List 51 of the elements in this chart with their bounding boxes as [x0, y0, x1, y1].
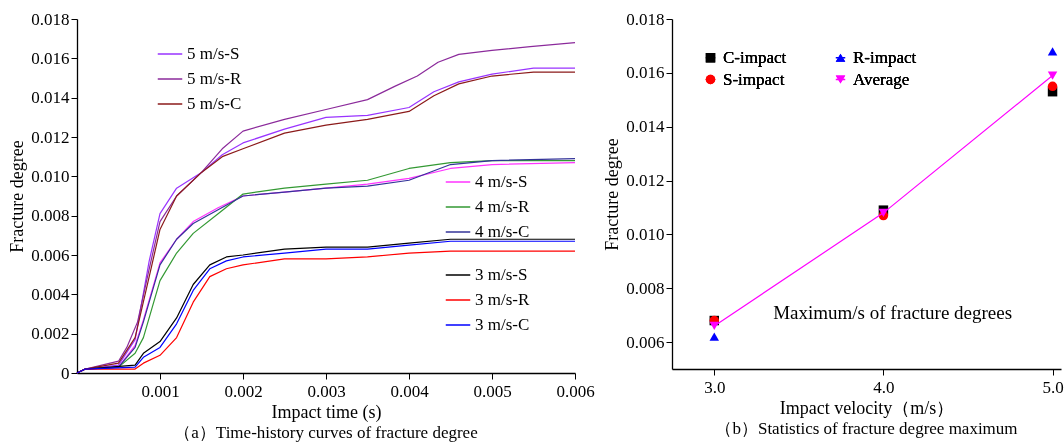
x-axis-title: Impact velocity（m/s）	[779, 397, 955, 418]
y-tick-label: 0.012	[31, 127, 70, 147]
legend-label: 5 m/s-R	[187, 69, 242, 88]
y-tick-label: 0.018	[31, 9, 70, 29]
y-tick-label: 0.012	[626, 171, 665, 191]
x-axis-title: Impact time (s)	[271, 401, 382, 423]
point	[709, 321, 720, 331]
y-tick-label: 0.014	[626, 117, 665, 137]
y-tick-label: 0.006	[626, 332, 665, 352]
y-tick-label: 0.008	[31, 206, 70, 226]
x-tick-label: 0.002	[224, 381, 263, 401]
x-tick-label: 4.0	[873, 377, 895, 397]
y-tick-label: 0.008	[626, 278, 665, 298]
x-tick-label: 0.003	[307, 381, 346, 401]
y-tick-label: 0.004	[31, 284, 70, 304]
y-tick-label: 0	[61, 363, 70, 383]
point	[1047, 81, 1058, 92]
legend-label: S-impact	[723, 69, 785, 89]
y-tick-label: 0.010	[31, 166, 70, 186]
y-tick-label: 0.016	[31, 48, 70, 68]
legend-label: 5 m/s-C	[187, 94, 242, 113]
y-tick-label: 0.002	[31, 324, 70, 344]
legend-label: R-impact	[853, 47, 917, 67]
legend-label: 4 m/s-S	[475, 172, 528, 191]
x-tick-label: 0.006	[556, 381, 595, 401]
legend-label: C-impact	[723, 47, 787, 67]
y-tick-label: 0.016	[626, 63, 665, 83]
x-tick-label: 0.004	[390, 381, 430, 401]
point	[1047, 47, 1058, 56]
point	[1047, 71, 1058, 80]
text: （a）Time-history curves of fracture degree	[174, 423, 478, 442]
y-tick-label: 0.006	[31, 245, 70, 265]
x-tick-label: 3.0	[704, 377, 726, 397]
y-tick-label: 0.014	[31, 88, 70, 108]
legend-label: 3 m/s-S	[475, 265, 528, 284]
legend-label: 3 m/s-R	[475, 290, 530, 309]
x-tick-label: 0.001	[141, 381, 180, 401]
y-tick-label: 0.010	[626, 224, 665, 244]
y-tick-label: 0.018	[626, 9, 665, 29]
x-tick-label: 5.0	[1042, 377, 1064, 397]
annotation: Maximum/s of fracture degrees	[773, 302, 1013, 323]
legend-label: 5 m/s-S	[187, 44, 240, 63]
legend-label: 4 m/s-C	[475, 222, 530, 241]
legend-label: 3 m/s-C	[475, 315, 530, 334]
x-tick-label: 0.005	[473, 381, 512, 401]
y-axis-title: Fracture degree	[602, 138, 623, 251]
legend-label: 4 m/s-R	[475, 197, 530, 216]
legend-label: Average	[853, 69, 910, 89]
text: （b）Statistics of fracture degree maximum	[715, 419, 1018, 438]
y-axis-title: Fracture degree	[7, 140, 28, 253]
point	[709, 332, 720, 341]
